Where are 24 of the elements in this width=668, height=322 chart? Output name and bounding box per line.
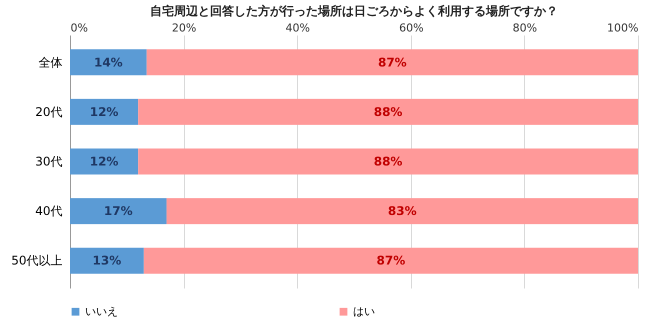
data-label: 12% (90, 104, 118, 119)
data-label: 87% (378, 55, 407, 70)
legend-label: はい (353, 304, 375, 318)
chart-title: 自宅周辺と回答した方が行った場所は日ごろからよく利用する場所ですか？ (150, 4, 558, 18)
x-tick-label: 60% (399, 22, 424, 34)
x-tick-label: 100% (607, 22, 638, 34)
data-label: 88% (374, 104, 402, 119)
y-tick-label: 全体 (38, 55, 62, 70)
y-tick-label: 30代 (35, 154, 62, 168)
y-tick-label: 50代以上 (11, 254, 62, 268)
legend-label: いいえ (85, 304, 118, 318)
x-tick-label: 0% (70, 22, 88, 34)
data-label: 17% (104, 204, 133, 218)
data-label: 83% (388, 204, 417, 218)
data-label: 12% (90, 154, 118, 168)
y-tick-label: 40代 (35, 204, 62, 218)
x-tick-label: 80% (512, 22, 538, 34)
x-tick-label: 40% (285, 22, 310, 34)
data-label: 13% (92, 254, 122, 268)
y-tick-label: 20代 (35, 104, 62, 119)
data-label: 88% (374, 154, 402, 168)
data-label: 14% (94, 55, 123, 70)
data-label: 87% (376, 254, 406, 268)
x-tick-label: 20% (172, 22, 196, 34)
